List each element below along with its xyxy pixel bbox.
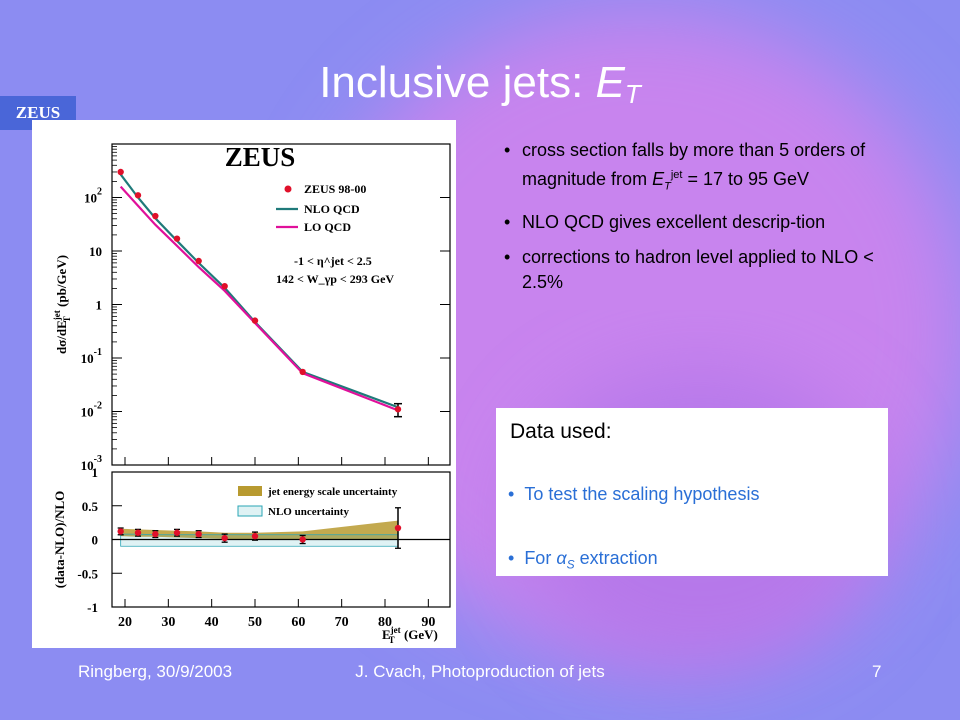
data-point <box>251 317 259 324</box>
data-point <box>152 212 159 220</box>
title-variable: E <box>595 58 625 107</box>
x-tick-label: 40 <box>205 615 219 630</box>
x-tick-label: 60 <box>291 615 305 630</box>
bullet-sup: jet <box>670 169 683 181</box>
zeus-plot-panel: ZEUS 102 10 1 10-1 10-2 10-3 dσ/dEjetT (pb/GeV… <box>32 120 456 648</box>
item-text: For <box>524 548 557 568</box>
ratio-point <box>195 530 202 538</box>
legend-swatch-nlo-unc <box>237 505 263 517</box>
title-subscript: T <box>624 79 641 109</box>
alpha-sub: S <box>566 557 575 572</box>
data-point <box>394 406 402 413</box>
legend-label: NLO uncertainty <box>268 506 349 518</box>
x-tick-label: 30 <box>161 615 175 630</box>
bullet-text: NLO QCD gives excellent descrip-tion <box>522 211 826 232</box>
x-axis-label: Ejet T (GeV) <box>382 625 438 645</box>
lower-y-tick-label: 0 <box>92 533 99 548</box>
x-tick-label: 90 <box>421 615 435 630</box>
bullet-nlo: • NLO QCD gives excellent descrip-tion <box>504 211 826 232</box>
x-tick-label: 70 <box>335 615 349 630</box>
footer-page-number: 7 <box>872 662 882 681</box>
x-tick-label: 80 <box>378 615 392 630</box>
bullet-sub: T <box>664 180 671 193</box>
data-used-item-scaling: • To test the scaling hypothesis <box>508 484 760 504</box>
bullet-text: cross section falls by more than 5 order… <box>522 140 866 189</box>
upper-y-tick-label: 1 <box>96 298 103 313</box>
upper-y-axis-label: dσ/dEjetT (pb/GeV) <box>52 255 72 354</box>
data-point <box>221 282 228 290</box>
band-nlo-uncertainty <box>120 533 399 547</box>
ratio-point <box>251 532 259 540</box>
data-used-box: Data used: • To test the scaling hypothes… <box>496 408 888 576</box>
ratio-point <box>134 529 142 536</box>
upper-y-tick-label: 10-2 <box>81 401 102 420</box>
legend-swatch-jes <box>238 486 262 496</box>
bullet-text-end: = 17 to 95 GeV <box>682 169 810 189</box>
upper-y-tick-label: 10-1 <box>81 347 102 366</box>
lower-y-tick-label: 0.5 <box>82 499 99 514</box>
chart-title: ZEUS <box>225 142 296 172</box>
slide-title: Inclusive jets: ET <box>0 58 960 110</box>
cut-label: -1 < η^jet < 2.5 <box>294 254 372 268</box>
item-text-end: extraction <box>574 548 658 568</box>
data-used-heading: Data used: <box>510 420 612 443</box>
data-point <box>134 192 142 199</box>
footer-date: Ringberg, 30/9/2003 <box>78 662 233 681</box>
lower-y-tick-label: -1 <box>87 600 98 615</box>
data-point <box>195 257 202 265</box>
bullet-cross-section: • cross section falls by more than 5 orde… <box>504 140 866 193</box>
data-point <box>117 168 124 176</box>
x-tick-label: 50 <box>248 615 262 630</box>
data-point <box>173 235 181 242</box>
legend-label: NLO QCD <box>304 202 360 216</box>
ratio-point <box>173 529 181 536</box>
legend-label: LO QCD <box>304 220 351 234</box>
bullet-text: corrections to hadron level applied to N… <box>522 246 874 292</box>
upper-y-tick-label: 102 <box>84 187 102 206</box>
ratio-point <box>117 528 124 535</box>
bullet-variable: E <box>652 169 665 189</box>
legend-marker-data <box>284 185 292 193</box>
data-point <box>299 368 306 376</box>
cut-label: 142 < W_γp < 293 GeV <box>276 272 394 286</box>
alpha-symbol: α <box>556 548 567 568</box>
ratio-point <box>394 524 402 532</box>
ratio-point <box>299 536 306 543</box>
lower-y-tick-label: -0.5 <box>77 566 98 581</box>
lower-y-axis-label: (data-NLO)/NLO <box>52 491 67 589</box>
ratio-point <box>152 530 159 538</box>
title-text: Inclusive jets: <box>319 58 596 107</box>
lower-y-tick-label: 1 <box>92 465 99 480</box>
ratio-point <box>221 534 228 542</box>
item-text: To test the scaling hypothesis <box>524 484 760 504</box>
bullet-corrections: • corrections to hadron level applied to … <box>504 246 874 292</box>
legend-label: ZEUS 98-00 <box>304 182 366 196</box>
legend-label: jet energy scale uncertainty <box>267 486 398 498</box>
bullet-list: • cross section falls by more than 5 orde… <box>500 138 900 305</box>
footer-author: J. Cvach, Photoproduction of jets <box>355 662 605 681</box>
x-tick-label: 20 <box>118 615 132 630</box>
series-line-lo-qcd <box>119 185 399 412</box>
upper-y-tick-label: 10 <box>89 244 102 259</box>
data-used-item-alphas: • For αS extraction <box>508 548 658 572</box>
